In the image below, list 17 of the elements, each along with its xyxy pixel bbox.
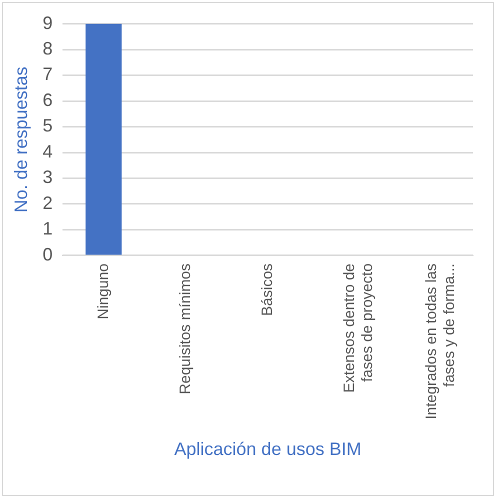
y-axis-title: No. de respuestas — [10, 66, 31, 213]
y-tick-label: 7 — [42, 64, 53, 84]
y-tick-label: 6 — [42, 90, 53, 110]
y-tick-label: 3 — [42, 167, 53, 188]
y-tick-label: 1 — [42, 218, 53, 239]
x-axis-title: Aplicación de usos BIM — [174, 439, 362, 460]
y-tick-label: 9 — [42, 12, 53, 33]
y-tick-label: 5 — [42, 116, 53, 136]
y-tick-label: 8 — [42, 38, 53, 59]
y-tick-label: 2 — [42, 192, 53, 213]
x-tick-label: Extensos dentro de fases de proyecto — [341, 263, 376, 393]
y-tick-label: 0 — [42, 244, 53, 264]
x-tick-label: Ninguno — [94, 263, 112, 320]
x-tick-label: Básicos — [258, 263, 276, 316]
x-tick-label: Requisitos mínimos — [176, 263, 194, 394]
x-tick-label: Integrados en todas las fases y de forma... — [423, 263, 458, 420]
y-tick-label: 4 — [42, 141, 53, 162]
